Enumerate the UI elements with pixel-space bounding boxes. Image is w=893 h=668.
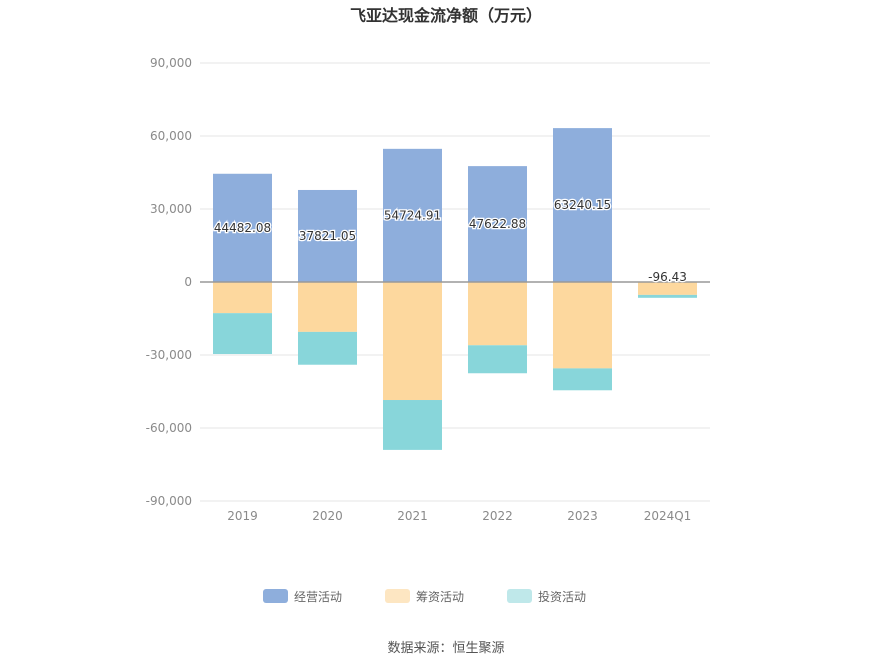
bar-financing-2022[interactable]: [468, 282, 527, 346]
legend-item-financing[interactable]: 筹资活动: [385, 589, 464, 604]
bar-financing-2020[interactable]: [298, 282, 357, 332]
x-tick-label: 2020: [312, 509, 343, 523]
bar-investing-2022[interactable]: [468, 345, 527, 374]
x-tick-label: 2022: [482, 509, 513, 523]
legend-label: 筹资活动: [416, 590, 464, 604]
data-label: 44482.08: [214, 221, 271, 235]
x-axis-ticks: 2019 2020 2021 2022 2023 2024Q1: [227, 509, 691, 523]
y-tick-label: 90,000: [150, 56, 192, 70]
x-tick-label: 2019: [227, 509, 258, 523]
data-labels: 44482.08 37821.05 54724.91 47622.88 63240.15…: [213, 197, 688, 285]
source-note: 数据来源：恒生聚源: [387, 641, 504, 656]
x-tick-label: 2021: [397, 509, 428, 523]
legend-swatch: [385, 589, 410, 603]
y-tick-label: -30,000: [146, 348, 192, 362]
legend-swatch: [263, 589, 288, 603]
bar-financing-2023[interactable]: [553, 282, 612, 369]
chart-title: 飞亚达现金流净额（万元）: [350, 6, 542, 25]
y-tick-label: 60,000: [150, 129, 192, 143]
bar-financing-2024Q1[interactable]: [638, 282, 697, 295]
bar-investing-2020[interactable]: [298, 331, 357, 365]
data-label: 63240.15: [554, 198, 611, 212]
y-axis-ticks: 90,000 60,000 30,000 0 -30,000 -60,000 -90,000: [146, 56, 192, 508]
legend-label: 经营活动: [294, 590, 342, 604]
bar-operating-2022[interactable]: [468, 166, 527, 282]
bar-operating-2020[interactable]: [298, 189, 357, 282]
legend-label: 投资活动: [538, 589, 586, 604]
x-tick-label: 2023: [567, 509, 598, 523]
legend-swatch: [507, 589, 532, 603]
bar-financing-2021[interactable]: [383, 282, 442, 401]
data-label: -96.43: [648, 270, 687, 284]
y-tick-label: 0: [184, 275, 192, 289]
bars: [213, 128, 697, 450]
y-tick-label: -90,000: [146, 494, 192, 508]
grid-lines: [200, 62, 710, 502]
bar-operating-2019[interactable]: [213, 173, 272, 282]
bar-financing-2019[interactable]: [213, 282, 272, 314]
y-tick-label: -60,000: [146, 421, 192, 435]
bar-operating-2023[interactable]: [553, 128, 612, 282]
y-tick-label: 30,000: [150, 202, 192, 216]
bar-investing-2021[interactable]: [383, 400, 442, 450]
legend-item-operating[interactable]: 经营活动: [263, 589, 342, 604]
bar-investing-2024Q1[interactable]: [638, 294, 697, 298]
legend[interactable]: 经营活动 筹资活动 投资活动: [263, 589, 586, 604]
x-tick-label: 2024Q1: [644, 509, 692, 523]
data-label: 47622.88: [469, 217, 526, 231]
bar-investing-2023[interactable]: [553, 368, 612, 391]
bar-investing-2019[interactable]: [213, 313, 272, 355]
data-label: 54724.91: [384, 208, 441, 222]
bar-operating-2021[interactable]: [383, 148, 442, 282]
data-label: 37821.05: [299, 229, 356, 243]
legend-item-investing[interactable]: 投资活动: [507, 589, 586, 604]
